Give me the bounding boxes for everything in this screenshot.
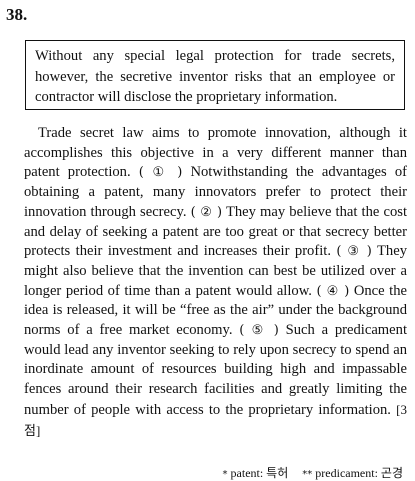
insertion-marker-3: ( ③ ) (336, 244, 372, 260)
footnotes: * patent: 특허 ** predicament: 곤경 (223, 464, 403, 481)
passage-segment: They might also believe that the inventi… (24, 243, 408, 299)
footnote-text: patent: 특허 (230, 466, 289, 480)
passage-segment: They may believe that the cost and delay… (24, 203, 407, 260)
passage-segment: Such a predicament would lead any invent… (24, 322, 407, 418)
points-label: [3점] (24, 401, 407, 438)
passage-segment: Notwithstanding the advantages of obtain… (24, 164, 407, 220)
question-number: 38. (6, 5, 28, 24)
given-sentence-box: Without any special legal protection for… (25, 40, 405, 110)
passage-segment: Once the idea is released, it will be “f… (24, 282, 408, 339)
insertion-marker-2: ( ② ) (190, 204, 223, 220)
insertion-marker-1: ( ① ) (138, 165, 183, 181)
passage: Trade secret law aims to promote innovat… (24, 124, 407, 441)
footnote-mark: * (222, 469, 228, 480)
passage-segment: Trade secret law aims to promote innovat… (24, 125, 407, 181)
footnote-mark: ** (302, 469, 313, 480)
insertion-marker-5: ( ⑤ ) (239, 323, 279, 339)
footnote-text: predicament: 곤경 (315, 466, 403, 480)
given-sentence: Without any special legal protection for… (35, 48, 395, 105)
insertion-marker-4: ( ④ ) (316, 283, 350, 299)
